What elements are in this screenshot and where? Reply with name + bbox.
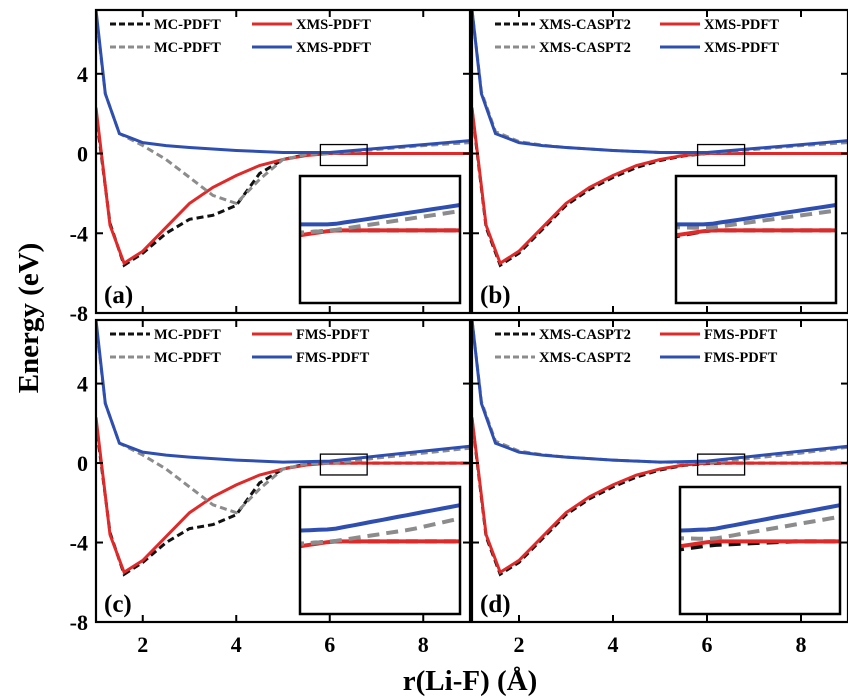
series-group [96, 10, 470, 268]
inset-line-1 [680, 539, 840, 549]
inset-series [676, 202, 836, 239]
legend-entry: MC-PDFT [154, 327, 221, 343]
legend-entry: MC-PDFT [154, 350, 221, 366]
inset-line-2 [300, 516, 460, 546]
x-tick-label: 8 [796, 632, 807, 657]
series-group [96, 320, 470, 577]
y-tick-label: -4 [70, 531, 88, 556]
inset-line-3 [680, 503, 840, 533]
panel-label: (c) [104, 591, 132, 618]
y-tick-label: 0 [77, 142, 88, 167]
inset-line-3 [676, 202, 836, 227]
y-tick-label: -4 [70, 221, 88, 246]
panel-label: (b) [480, 282, 511, 309]
y-tick-label: 4 [77, 62, 88, 87]
panel-label: (d) [480, 591, 511, 618]
zoom-box [696, 453, 746, 476]
y-tick-label: 4 [77, 372, 88, 397]
panel-d: 2 4 6 8 (d) XMS-CASPT2 FMS-PDFT XMS-CASPT2 FMS-P… [470, 318, 848, 657]
x-tick-label: 6 [702, 632, 713, 657]
panel-label: (a) [104, 282, 133, 309]
panel-c: 4 0 -4 -8 2 4 6 8 (c) MC-PDFT FMS-PDFT MC-PDFT FMS-P… [70, 318, 472, 657]
series-line-3 [472, 320, 848, 464]
legend-entry: XMS-CASPT2 [539, 350, 631, 366]
x-tick-label: 2 [514, 632, 525, 657]
legend-entry: XMS-CASPT2 [539, 327, 631, 343]
inset-frame [678, 485, 842, 616]
panel-a: 4 0 -4 -8 (a) MC-PDFT XMS-PDFT MC-PDFT XMS-PDFT [70, 8, 472, 326]
series-line-1 [472, 107, 848, 266]
panel-b: (b) XMS-CASPT2 XMS-PDFT XMS-CASPT2 XMS-PDFT [470, 8, 848, 315]
x-tick-label: 4 [608, 632, 619, 657]
y-tick-label: 0 [77, 451, 88, 476]
zoom-box [319, 143, 368, 167]
legend-entry: XMS-CASPT2 [539, 17, 631, 33]
series-line-3 [96, 320, 470, 464]
inset-frame [298, 485, 462, 616]
series-line-1 [472, 417, 848, 575]
legend-entry: FMS-PDFT [704, 327, 778, 343]
legend-entry: FMS-PDFT [296, 350, 370, 366]
inset-line-2 [680, 514, 840, 541]
zoom-box [319, 453, 368, 476]
series-line-2 [472, 10, 848, 155]
y-axis-title: Energy (eV) [13, 243, 45, 394]
inset-line-3 [300, 202, 460, 227]
plot-frame [470, 8, 848, 315]
legend-entry: MC-PDFT [154, 17, 221, 33]
series-line-2 [96, 323, 470, 515]
legend-entry: XMS-PDFT [704, 17, 779, 33]
inset-line-0 [680, 539, 840, 552]
inset-series [680, 503, 840, 552]
series-group [472, 320, 848, 577]
series-line-1 [96, 107, 470, 266]
series-line-3 [472, 10, 848, 154]
y-tick-label: -8 [70, 610, 88, 635]
legend-entry: FMS-PDFT [704, 350, 778, 366]
series-line-2 [472, 320, 848, 465]
x-tick-label: 4 [231, 632, 242, 657]
series-line-1 [96, 417, 470, 575]
inset-line-2 [676, 208, 836, 230]
inset-line-2 [300, 209, 460, 235]
inset-series [300, 202, 460, 238]
plot-frame [94, 318, 472, 624]
inset-line-3 [300, 503, 460, 533]
zoom-box [696, 143, 746, 167]
legend-entry: XMS-PDFT [704, 40, 779, 56]
series-line-3 [96, 10, 470, 154]
x-tick-label: 2 [137, 632, 148, 657]
inset-frame [298, 174, 462, 305]
legend-entry: FMS-PDFT [296, 327, 370, 343]
x-tick-label: 6 [324, 632, 335, 657]
plot-frame [470, 318, 848, 624]
x-tick-label: 8 [418, 632, 429, 657]
inset-frame [674, 174, 838, 305]
inset-line-1 [676, 228, 836, 238]
legend-entry: XMS-PDFT [296, 17, 371, 33]
y-tick-label: -8 [70, 301, 88, 326]
inset-series [300, 503, 460, 549]
legend-entry: XMS-PDFT [296, 40, 371, 56]
plot-frame [94, 8, 472, 315]
x-axis-title: r(Li-F) (Å) [403, 665, 537, 697]
legend-entry: MC-PDFT [154, 40, 221, 56]
legend-entry: XMS-CASPT2 [539, 40, 631, 56]
series-group [472, 10, 848, 268]
